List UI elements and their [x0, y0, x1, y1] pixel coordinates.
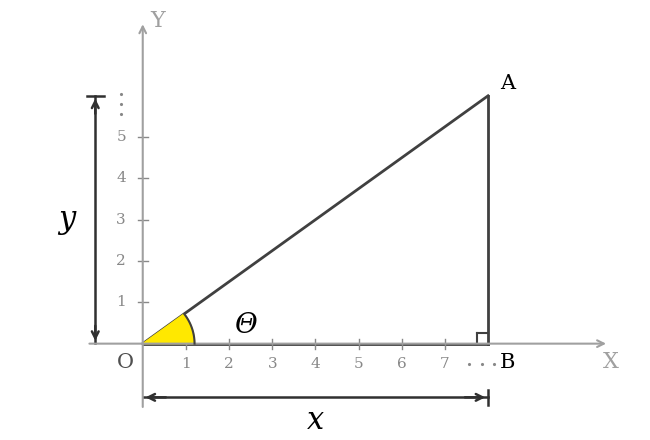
Text: 2: 2 [224, 357, 234, 371]
Text: 3: 3 [267, 357, 277, 371]
Text: 1: 1 [116, 295, 126, 309]
Text: 5: 5 [116, 130, 126, 144]
Text: 1: 1 [181, 357, 191, 371]
Text: 5: 5 [354, 357, 363, 371]
Text: y: y [58, 204, 76, 235]
Text: 4: 4 [116, 172, 126, 185]
Text: 6: 6 [396, 357, 407, 371]
Text: 7: 7 [440, 357, 450, 371]
Polygon shape [143, 314, 194, 344]
Text: Θ: Θ [235, 312, 257, 338]
Text: 3: 3 [116, 213, 126, 227]
Text: O: O [117, 353, 134, 372]
Text: B: B [500, 353, 515, 372]
Text: A: A [500, 74, 515, 93]
Text: Y: Y [150, 11, 165, 33]
Text: x: x [307, 404, 324, 436]
Text: 4: 4 [311, 357, 320, 371]
Text: X: X [603, 351, 619, 373]
Text: 2: 2 [116, 254, 126, 268]
